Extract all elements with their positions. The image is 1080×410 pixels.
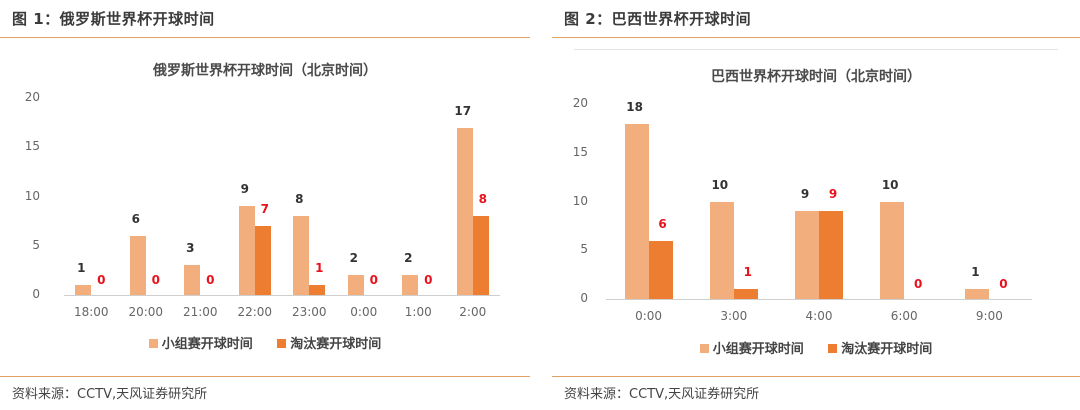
chart-legend: 小组赛开球时间 淘汰赛开球时间 xyxy=(552,338,1080,357)
x-axis-label: 21:00 xyxy=(182,305,218,319)
data-label: 10 xyxy=(881,177,899,192)
source-note: 资料来源：CCTV,天风证券研究所 xyxy=(12,387,208,402)
data-label: 1 xyxy=(971,265,980,280)
data-label: 9 xyxy=(240,182,249,197)
legend-swatch-icon xyxy=(828,344,838,353)
y-axis-tick: 15 xyxy=(24,139,40,154)
legend-item-group: 小组赛开球时间 xyxy=(699,338,804,357)
data-label: 1 xyxy=(77,261,86,276)
bar-group-stage xyxy=(624,123,649,299)
data-label: 0 xyxy=(206,273,215,287)
x-axis-label: 2:00 xyxy=(459,305,487,319)
y-axis-tick: 20 xyxy=(572,96,588,110)
x-axis-label: 4:00 xyxy=(805,309,833,323)
bar-knockout xyxy=(309,285,326,295)
data-label: 7 xyxy=(260,202,269,217)
chart-title: 俄罗斯世界杯开球时间（北京时间） xyxy=(153,63,377,79)
data-label: 0 xyxy=(424,273,433,287)
data-label: 8 xyxy=(478,192,487,207)
data-label: 0 xyxy=(97,273,106,287)
y-axis-tick: 5 xyxy=(32,237,40,252)
legend-swatch-icon xyxy=(277,339,287,348)
data-label: 3 xyxy=(186,241,195,256)
divider xyxy=(552,376,1080,377)
data-label: 2 xyxy=(349,251,358,266)
bar-group-stage xyxy=(402,275,419,295)
bar-knockout xyxy=(733,289,758,299)
bar-group-stage xyxy=(75,285,92,295)
x-axis-label: 3:00 xyxy=(720,309,748,323)
x-axis-label: 6:00 xyxy=(890,309,918,323)
data-label: 18 xyxy=(626,99,643,114)
y-axis-tick: 0 xyxy=(32,287,40,301)
data-label: 0 xyxy=(914,277,923,291)
bar-group-stage xyxy=(965,289,990,299)
data-label: 0 xyxy=(369,273,378,287)
data-label: 1 xyxy=(315,261,324,276)
x-axis-line xyxy=(606,299,1032,300)
bar-group-stage xyxy=(129,235,146,295)
data-label: 6 xyxy=(131,211,140,226)
x-axis-label: 9:00 xyxy=(975,309,1003,323)
bar-group-stage xyxy=(880,201,905,299)
legend-swatch-icon xyxy=(148,339,158,348)
y-axis-tick: 10 xyxy=(572,193,588,208)
data-label: 8 xyxy=(295,192,304,207)
chart-title: 巴西世界杯开球时间（北京时间） xyxy=(711,69,921,85)
data-label: 9 xyxy=(800,187,810,202)
x-axis-label: 0:00 xyxy=(350,305,378,319)
data-label: 1 xyxy=(743,265,752,280)
bar-group-stage xyxy=(238,206,255,295)
data-label: 17 xyxy=(454,103,472,118)
y-axis-tick: 15 xyxy=(572,144,588,159)
bar-group-stage xyxy=(347,275,364,295)
x-axis-label: 18:00 xyxy=(73,305,109,319)
data-label: 9 xyxy=(828,187,838,202)
legend-item-knockout: 淘汰赛开球时间 xyxy=(828,338,932,357)
bar-chart-brazil: 0 5 10 15 20 0:00 18 6 3:00 10 1 4:00 9 9 6:00 10 0 9:00 1… xyxy=(552,0,1080,376)
x-axis-label: 23:00 xyxy=(291,305,327,319)
figure-1-panel: 图 1：俄罗斯世界杯开球时间 俄罗斯世界杯开球时间（北京时间） 0 5 10 15 20… xyxy=(0,0,530,410)
bar-group-stage xyxy=(184,265,201,295)
source-note: 资料来源：CCTV,天风证券研究所 xyxy=(564,387,760,402)
legend-item-knockout: 淘汰赛开球时间 xyxy=(277,333,381,352)
divider xyxy=(552,37,1080,38)
chart-frame-border xyxy=(574,49,1058,50)
bar-chart-russia: 0 5 10 15 20 18:00 1 0 20:00 6 0 21:00 3 0 22:00 9 7 23:0… xyxy=(0,0,530,376)
data-label: 2 xyxy=(404,251,413,266)
divider xyxy=(0,376,530,377)
bar-knockout xyxy=(472,216,489,295)
bar-group-stage xyxy=(795,211,819,299)
data-label: 10 xyxy=(711,177,729,192)
divider xyxy=(0,37,530,38)
x-axis-label: 20:00 xyxy=(128,305,164,319)
data-label: 0 xyxy=(999,277,1008,291)
figure-title: 图 2：巴西世界杯开球时间 xyxy=(564,10,752,28)
y-axis-tick: 5 xyxy=(580,242,588,257)
x-axis-line xyxy=(64,295,500,296)
bar-knockout xyxy=(254,226,271,295)
data-label: 6 xyxy=(658,216,667,231)
figure-title: 图 1：俄罗斯世界杯开球时间 xyxy=(12,10,215,28)
bar-group-stage xyxy=(456,127,473,295)
legend-item-group: 小组赛开球时间 xyxy=(148,333,253,352)
bar-knockout xyxy=(819,211,843,299)
x-axis-label: 0:00 xyxy=(635,309,663,323)
bar-group-stage xyxy=(709,201,734,299)
legend-swatch-icon xyxy=(699,344,709,353)
y-axis-tick: 10 xyxy=(24,188,40,203)
bar-group-stage xyxy=(293,216,310,295)
data-label: 0 xyxy=(151,273,160,287)
y-axis-tick: 20 xyxy=(24,90,40,104)
y-axis-tick: 0 xyxy=(580,291,588,305)
chart-legend: 小组赛开球时间 淘汰赛开球时间 xyxy=(0,333,530,352)
x-axis-label: 22:00 xyxy=(237,305,273,319)
x-axis-label: 1:00 xyxy=(404,305,432,319)
bar-knockout xyxy=(648,240,673,299)
figure-2-panel: 图 2：巴西世界杯开球时间 巴西世界杯开球时间（北京时间） 0 5 10 15 20 0:… xyxy=(552,0,1080,410)
